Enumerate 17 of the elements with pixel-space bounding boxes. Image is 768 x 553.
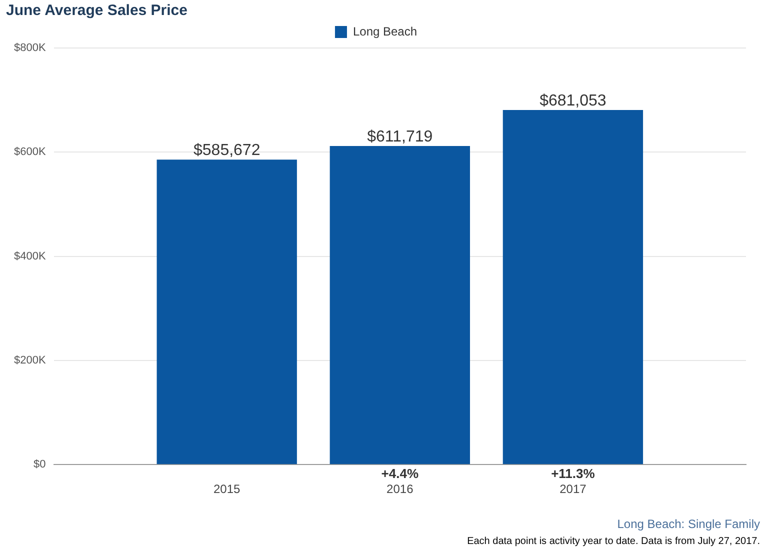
data-label: $681,053 — [540, 92, 606, 110]
y-tick-label: $0 — [34, 458, 46, 471]
text: +4.4% — [381, 466, 419, 482]
data-label: $611,719 — [367, 128, 433, 146]
y-tick-label: $400K — [14, 250, 46, 262]
y-tick-label: $800K — [14, 42, 46, 54]
text: Long Beach: Single Family — [617, 517, 760, 531]
chart-title: June Average Sales Price — [6, 2, 188, 19]
data-label: $585,672 — [193, 142, 260, 160]
legend-label: Long Beach — [352, 24, 418, 38]
x-tick-label: 2015 — [214, 482, 241, 496]
y-tick-label: $600K — [14, 146, 46, 158]
text: +11.3% — [551, 466, 596, 482]
text: Each data point is activity year to date. Data is from July 27, 2017. — [467, 536, 760, 547]
x-tick-label: 2017 — [560, 482, 587, 496]
y-tick-label: $200K — [14, 354, 46, 366]
x-tick-label: 2016 — [386, 482, 414, 496]
